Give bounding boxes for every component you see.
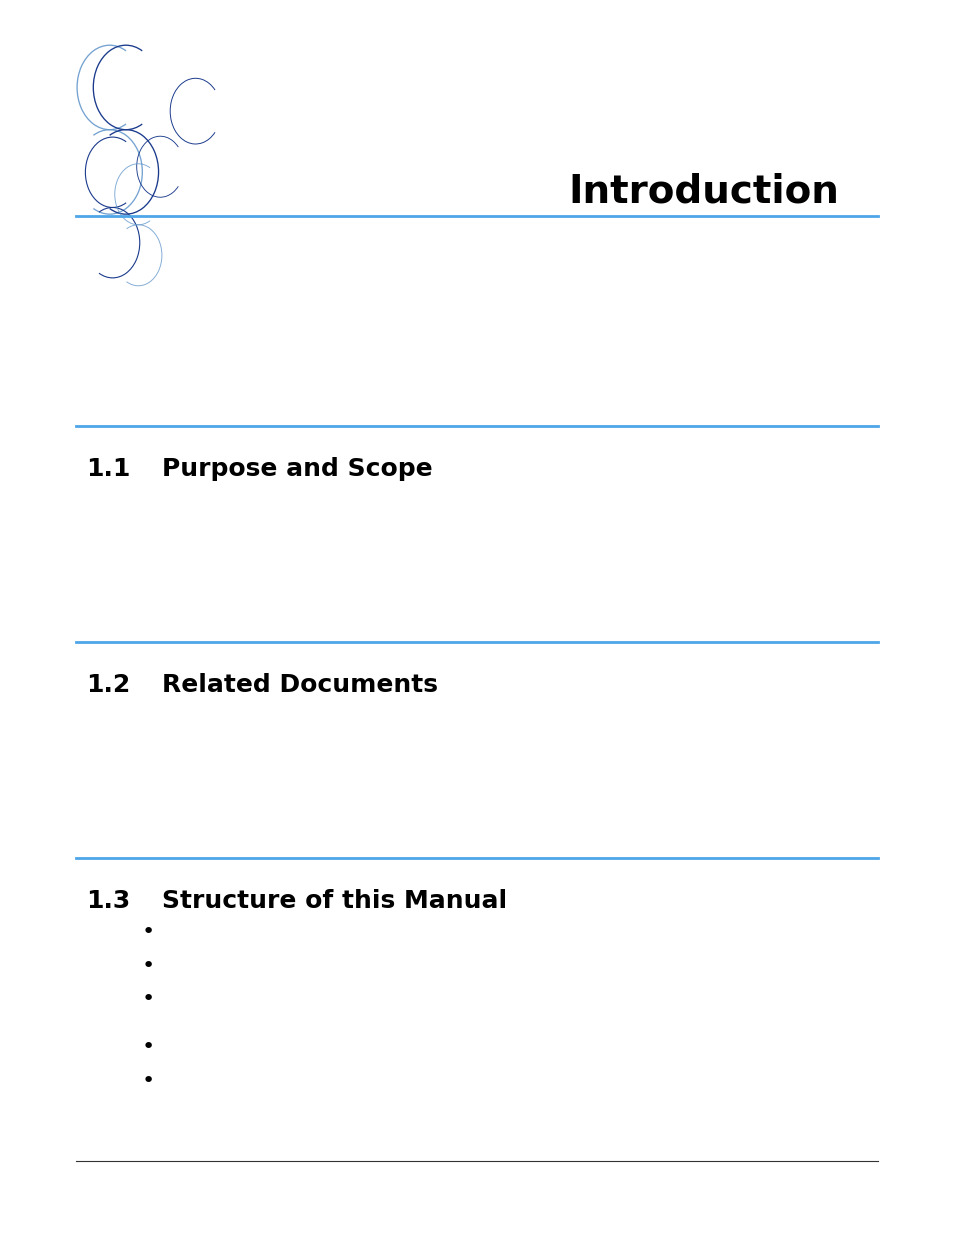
Text: •: • — [141, 989, 154, 1009]
Text: 1.3: 1.3 — [86, 889, 130, 913]
Text: Structure of this Manual: Structure of this Manual — [162, 889, 507, 913]
Text: •: • — [141, 1037, 154, 1057]
Text: Introduction: Introduction — [568, 173, 839, 210]
Text: •: • — [141, 923, 154, 942]
Text: •: • — [141, 1071, 154, 1091]
Text: 1.1: 1.1 — [86, 457, 131, 480]
Text: 1.2: 1.2 — [86, 673, 130, 697]
Text: •: • — [141, 956, 154, 976]
Text: Related Documents: Related Documents — [162, 673, 437, 697]
Text: Purpose and Scope: Purpose and Scope — [162, 457, 433, 480]
